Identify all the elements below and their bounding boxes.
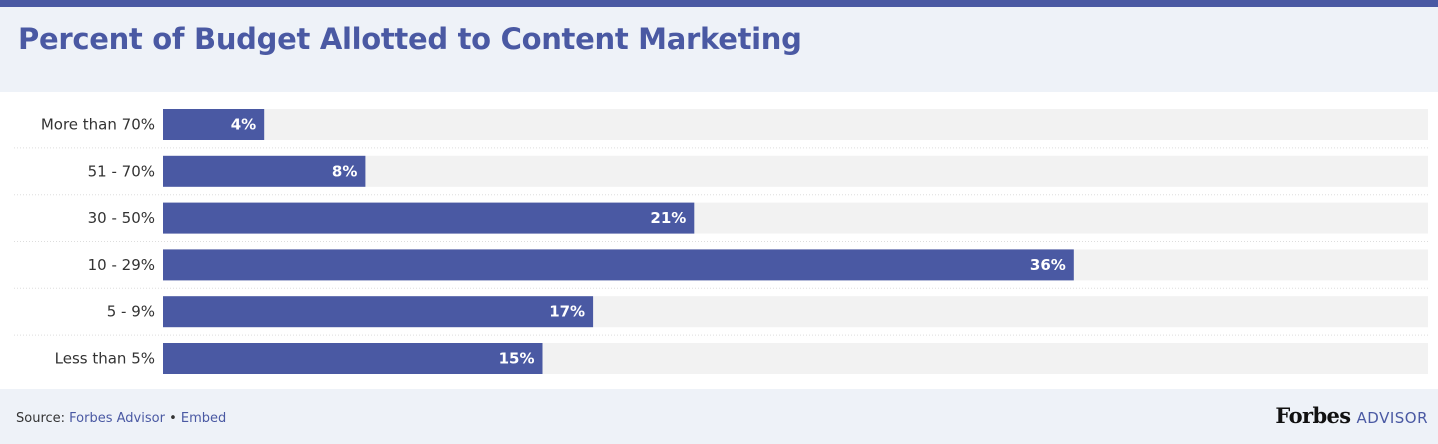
bar <box>163 155 366 187</box>
value-label: 8% <box>332 162 357 180</box>
category-label: 10 - 29% <box>88 256 155 274</box>
chart-title: Percent of Budget Allotted to Content Ma… <box>18 22 802 56</box>
bar-chart: More than 70% 4% 51 - 70% 8% 30 - 50% 21% 10 -… <box>14 109 1428 374</box>
logo-advisor-text: ADVISOR <box>1356 409 1428 427</box>
bar <box>163 343 543 374</box>
source-line: Source: Forbes Advisor • Embed <box>16 411 226 426</box>
category-label: Less than 5% <box>55 350 155 368</box>
value-label: 17% <box>549 303 585 321</box>
value-label: 15% <box>499 350 535 368</box>
value-label: 36% <box>1030 256 1066 274</box>
source-label: Source: <box>16 411 66 426</box>
source-link[interactable]: Forbes Advisor <box>69 411 165 426</box>
bar <box>163 296 594 328</box>
value-label: 21% <box>650 209 686 227</box>
bar <box>163 202 695 234</box>
category-label: 5 - 9% <box>107 303 155 321</box>
bar <box>163 109 265 140</box>
bar-track <box>163 155 1428 187</box>
category-label: 30 - 50% <box>88 209 155 227</box>
bar <box>163 249 1074 281</box>
value-label: 4% <box>231 116 256 134</box>
embed-link[interactable]: Embed <box>180 411 227 426</box>
separator: • <box>169 411 177 426</box>
logo-forbes-wordmark: Forbes <box>1275 403 1351 428</box>
chart-area: More than 70% 4% 51 - 70% 8% 30 - 50% 21% 10 -… <box>0 92 1438 389</box>
category-label: 51 - 70% <box>88 162 155 180</box>
top-accent-bar <box>0 0 1438 7</box>
bar-track <box>163 109 1428 140</box>
forbes-advisor-logo: Forbes ADVISOR <box>1275 403 1428 428</box>
category-label: More than 70% <box>41 116 155 134</box>
